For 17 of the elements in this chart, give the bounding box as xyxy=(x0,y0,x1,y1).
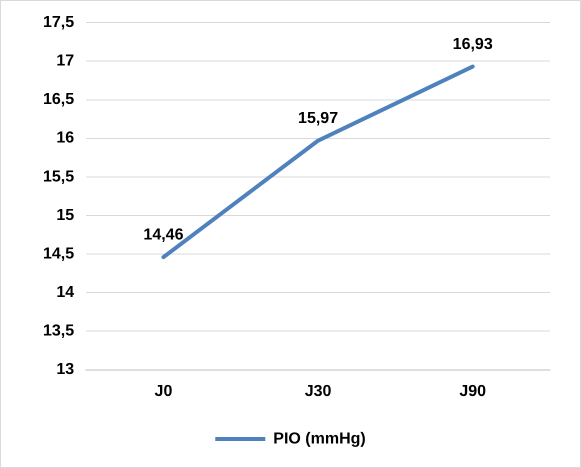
y-tick-label: 14 xyxy=(56,284,74,302)
y-tick-label: 17 xyxy=(56,52,74,70)
x-tick-label: J90 xyxy=(459,382,486,400)
y-tick-label: 16 xyxy=(56,130,74,147)
x-tick-label: J30 xyxy=(304,382,332,400)
y-tick-label: 13,5 xyxy=(43,322,74,340)
y-tick-label: 17,5 xyxy=(43,14,74,32)
data-label: 14,46 xyxy=(143,226,184,244)
y-tick-label: 14,5 xyxy=(43,245,74,262)
y-tick-label: 15,5 xyxy=(43,168,74,186)
x-tick-label: J0 xyxy=(154,382,172,400)
y-tick-label: 13 xyxy=(56,361,74,378)
y-tick-label: 15 xyxy=(56,206,74,224)
y-tick-label: 16,5 xyxy=(43,91,74,108)
legend-label: PIO (mmHg) xyxy=(273,430,366,448)
data-label: 16,93 xyxy=(452,36,493,53)
data-label: 15,97 xyxy=(298,110,338,128)
